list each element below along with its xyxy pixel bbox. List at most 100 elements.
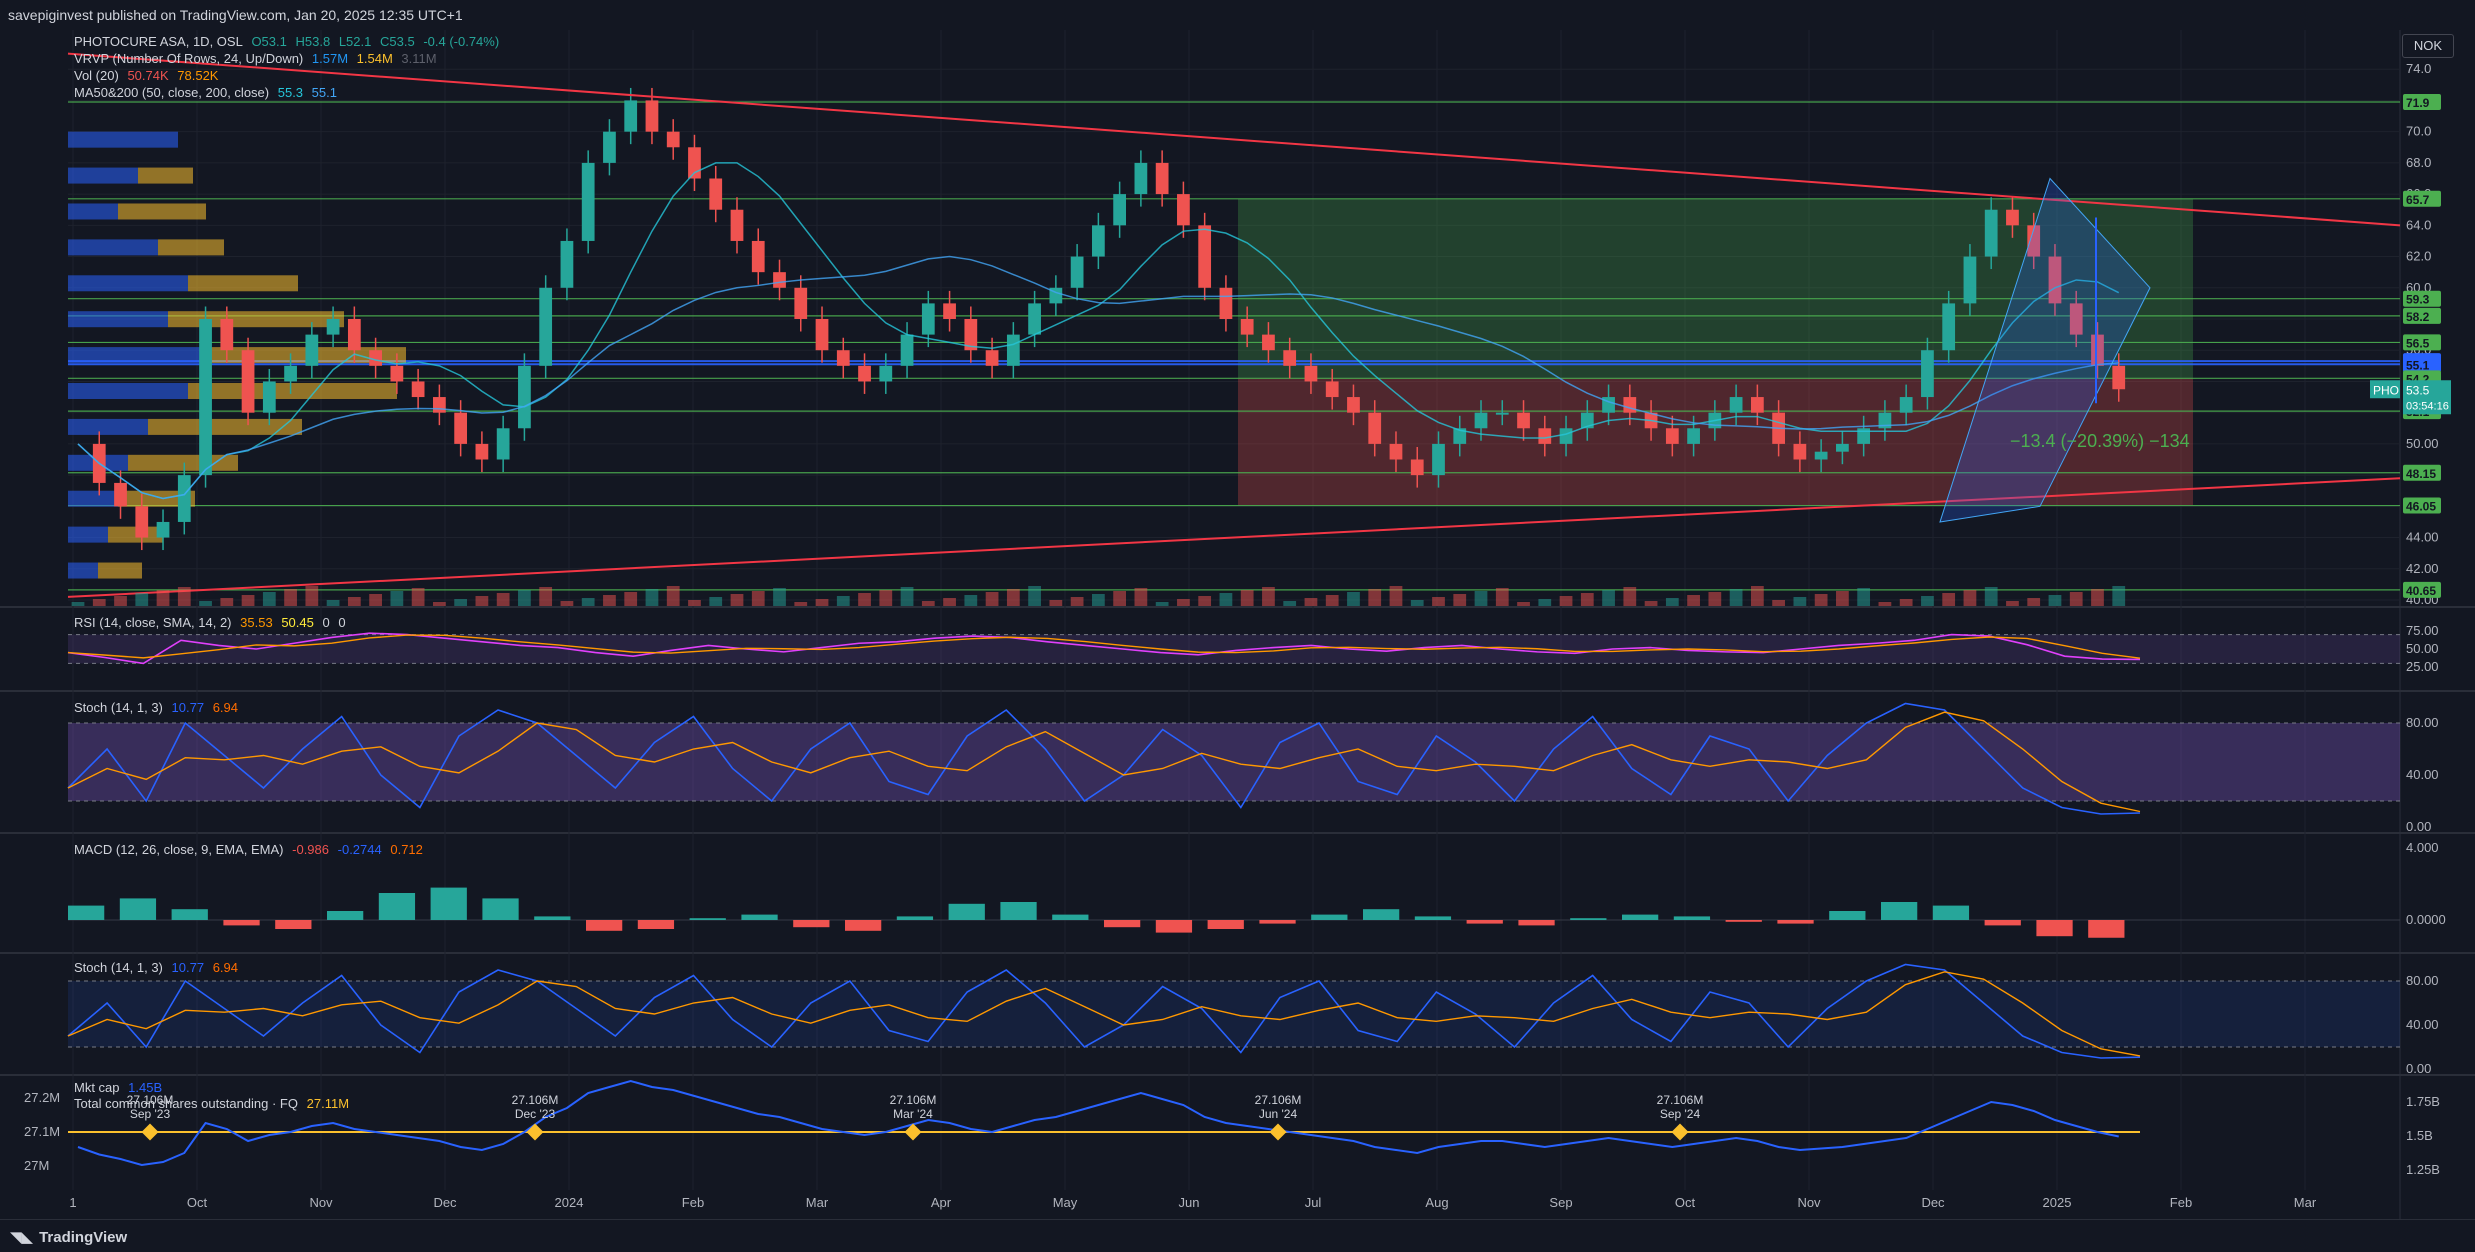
- macd-histogram-bar: [1673, 916, 1711, 920]
- candle-body: [879, 365, 893, 382]
- candle-body: [1857, 428, 1871, 444]
- close-value: C53.5: [379, 34, 415, 49]
- measure-label: −13.4 (−20.39%) −134: [2010, 431, 2190, 451]
- volume-bar: [1091, 594, 1105, 606]
- shares-tick-label: 27.2M: [24, 1090, 60, 1105]
- level-label: 55.1: [2406, 358, 2430, 372]
- rsi-v3: 0: [322, 615, 330, 630]
- earnings-date-label: Jun '24: [1259, 1107, 1298, 1121]
- candle-body: [1155, 162, 1169, 195]
- volume-bar: [71, 602, 85, 606]
- level-label: 71.9: [2406, 96, 2430, 110]
- volume-profile-down: [118, 490, 195, 507]
- volume-bar: [411, 588, 425, 606]
- candle-body: [1984, 209, 1998, 257]
- macd-histogram-bar: [223, 920, 260, 926]
- stoch2-legend: Stoch (14, 1, 3) 10.77 6.94: [74, 960, 243, 975]
- price-tick-label: 42.00: [2406, 561, 2439, 576]
- volume-bar: [1708, 592, 1722, 606]
- x-tick-label: Oct: [1675, 1195, 1696, 1210]
- macd-histogram-bar: [1052, 914, 1089, 920]
- volume-bar: [751, 591, 765, 606]
- macd-histogram-bar: [689, 918, 726, 920]
- macd-histogram-bar: [430, 887, 467, 920]
- x-tick-label: Jun: [1179, 1195, 1200, 1210]
- candle-body: [1580, 412, 1594, 429]
- volume-bar: [2069, 592, 2083, 606]
- stoch1-tick-label: 40.00: [2406, 767, 2439, 782]
- volume-bar: [1729, 589, 1743, 606]
- candle-body: [199, 319, 212, 476]
- candle-body: [114, 482, 127, 507]
- candle-body: [688, 147, 701, 179]
- macd-histogram-bar: [637, 920, 675, 929]
- volume-bar: [135, 593, 149, 606]
- level-label-box: [2403, 94, 2441, 111]
- volume-bar: [220, 598, 234, 606]
- volume-bar: [1219, 593, 1233, 606]
- volume-bar: [390, 591, 404, 606]
- vrvp-legend: VRVP (Number Of Rows, 24, Up/Down) 1.57M…: [74, 51, 442, 66]
- rsi-tick-label: 50.00: [2406, 641, 2439, 656]
- vol-ma: 78.52K: [177, 68, 219, 83]
- macd-histogram-bar: [1777, 920, 1814, 924]
- mktcap-tick-label: 1.5B: [2406, 1128, 2433, 1143]
- level-label: 56.5: [2406, 336, 2430, 350]
- candle-body: [815, 319, 829, 351]
- last-price-box: [2403, 380, 2451, 415]
- rsi-ma: 50.45: [281, 615, 314, 630]
- x-tick-label: Nov: [1797, 1195, 1821, 1210]
- volume-profile-down: [118, 203, 206, 220]
- volume-bar: [1644, 601, 1658, 606]
- candle-body: [1177, 194, 1190, 226]
- x-tick-label: Oct: [187, 1195, 208, 1210]
- tradingview-logo[interactable]: ◥◣ TradingView: [10, 1228, 127, 1246]
- volume-bar: [326, 600, 340, 606]
- candle-body: [135, 506, 149, 538]
- candle-body: [858, 365, 871, 382]
- stoch2-tick-label: 0.00: [2406, 1061, 2431, 1076]
- macd-histogram-bar: [896, 916, 934, 920]
- currency-button[interactable]: NOK: [2402, 34, 2454, 58]
- earnings-marker: [1269, 1123, 1287, 1141]
- volume-bar: [581, 598, 595, 606]
- x-tick-label: Dec: [433, 1195, 457, 1210]
- volume-bar: [666, 586, 680, 606]
- candle-body: [539, 287, 553, 366]
- volume-bar: [603, 595, 616, 606]
- moving-average-line: [77, 255, 2119, 500]
- vol-legend: Vol (20) 50.74K 78.52K: [74, 68, 223, 83]
- volume-bar: [1665, 598, 1679, 606]
- macd-legend: MACD (12, 26, close, 9, EMA, EMA) -0.986…: [74, 842, 428, 857]
- candle-body: [1665, 428, 1679, 444]
- volume-bar: [1177, 599, 1190, 606]
- volume-bar: [836, 596, 850, 606]
- macd-histogram-bar: [534, 916, 571, 920]
- macd-histogram-bar: [586, 920, 623, 931]
- volume-bar: [241, 595, 255, 606]
- volume-bar: [624, 592, 638, 606]
- macd-histogram-bar: [482, 898, 519, 920]
- level-label-box: [2403, 307, 2441, 324]
- macd-hist: -0.986: [292, 842, 330, 857]
- level-label-box: [2403, 581, 2441, 598]
- volume-bar: [2091, 589, 2104, 606]
- candle-body: [900, 334, 914, 366]
- macd-histogram-bar: [2036, 920, 2073, 937]
- volume-bar: [1942, 593, 1956, 606]
- level-label-box: [2403, 464, 2441, 481]
- candle-body: [369, 350, 382, 366]
- candle-body: [241, 350, 255, 413]
- volume-bar: [560, 601, 574, 606]
- symbol-tag: [2370, 380, 2400, 399]
- channel-drawing: [1939, 177, 2151, 523]
- macd-histogram-bar: [2088, 920, 2125, 938]
- macd-histogram-bar: [1259, 920, 1296, 924]
- price-tick-label: 62.0: [2406, 249, 2431, 264]
- x-tick-label: Feb: [2170, 1195, 2192, 1210]
- volume-bar: [1495, 588, 1509, 606]
- candle-body: [1814, 451, 1828, 460]
- volume-bar: [156, 590, 170, 606]
- stoch1-line: [67, 702, 2141, 815]
